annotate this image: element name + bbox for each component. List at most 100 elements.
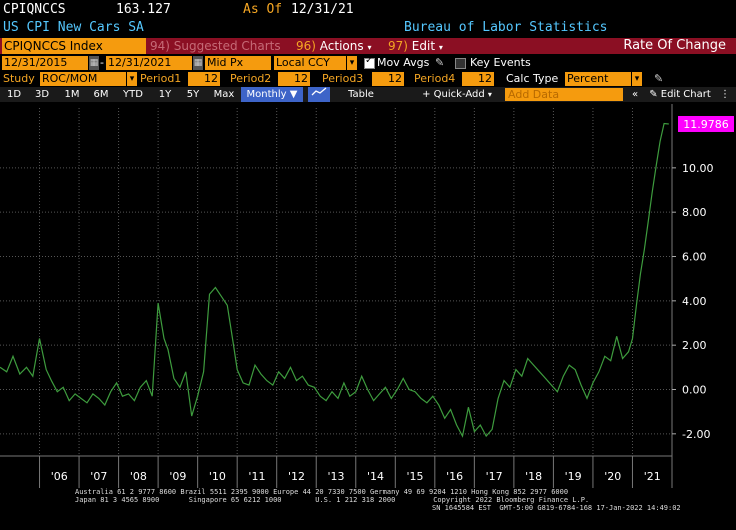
calendar-icon[interactable]: ▦ [193,56,203,70]
range-6m-button[interactable]: 6M [93,89,109,100]
x-tick-label: '11 [248,470,265,483]
key-events-checkbox[interactable] [455,58,466,69]
study-label: Study [3,72,35,85]
as-of-label: As Of [243,2,283,17]
ticker: CPIQNCCS [3,2,66,17]
x-tick-label: '06 [51,470,68,483]
x-tick-label: '20 [604,470,621,483]
study-settings-row: Study ROC/MOM ▾ Period1 12 Period2 12 Pe… [0,71,736,87]
range-1y-button[interactable]: 1Y [158,89,172,100]
actions-number: 96) [296,39,316,53]
add-data-input[interactable]: Add Data [505,88,623,101]
table-button[interactable]: Table [348,89,374,100]
period1-label: Period1 [140,72,182,85]
y-tick-label: 10.00 [682,162,714,175]
suggested-charts-label: Suggested Charts [173,39,281,53]
dropdown-arrow-icon: ▼ [289,89,298,100]
range-3d-button[interactable]: 3D [34,89,50,100]
range-ytd-button[interactable]: YTD [123,89,143,100]
study-dropdown-icon[interactable]: ▾ [127,72,137,86]
x-tick-label: '15 [407,470,424,483]
period3-label: Period3 [322,72,364,85]
frequency-label: Monthly [246,89,287,100]
edit-chart-button[interactable]: ✎ Edit Chart [645,87,715,102]
x-tick-label: '16 [446,470,463,483]
actions-menu[interactable]: 96) Actions ▾ [296,38,371,54]
pencil-icon[interactable]: ✎ [435,56,445,69]
security-description: US CPI New Cars SA [3,20,144,35]
period1-input[interactable]: 12 [188,72,220,86]
range-1m-button[interactable]: 1M [64,89,80,100]
footer-session-info: SN 1645584 EST GMT-5:00 G819-6784-168 17… [432,504,681,512]
pencil-icon[interactable]: ✎ [654,72,664,85]
roc-line-chart[interactable]: '06 '07 '08 '09 '10 '11 '12 '13 '14 '15 '16 '17 '18 '… [0,104,736,488]
y-axis: -2.00 0.00 2.00 4.00 6.00 8.00 10.00 [671,104,714,488]
chart-grid [0,108,672,456]
range-5y-button[interactable]: 5Y [186,89,200,100]
header: CPIQNCCS 163.127 As Of 12/31/21 US CPI N… [0,0,736,40]
frequency-select[interactable]: Monthly ▼ [241,87,303,102]
x-tick-label: '12 [288,470,305,483]
y-tick-label: 0.00 [682,384,707,397]
edit-number: 97) [388,39,408,53]
date-separator: - [100,56,104,69]
edit-chart-label: Edit Chart [660,89,711,100]
chart-title-rate-of-change: Rate Of Change [623,38,726,53]
last-value-label: 11.9786 [683,118,729,131]
x-tick-label: '17 [486,470,503,483]
currency-select[interactable]: Local CCY [274,56,346,70]
mov-avgs-label: Mov Avgs [377,56,430,69]
dropdown-arrow-icon: ▾ [487,90,492,99]
main-toolbar: CPIQNCCS Index 94) Suggested Charts 96) … [0,38,736,54]
collapse-toolbar-icon[interactable]: « [631,89,639,100]
y-tick-label: 4.00 [682,295,707,308]
calc-type-dropdown-icon[interactable]: ▾ [632,72,642,86]
edit-menu[interactable]: 97) Edit ▾ [388,38,443,54]
mov-avgs-checkbox[interactable] [364,55,375,69]
last-value-marker: 11.9786 [678,115,734,132]
series-line-cpi-roc [0,122,669,438]
range-toolbar: 1D 3D 1M 6M YTD 1Y 5Y Max Monthly ▼ Tabl… [0,87,736,102]
as-of-date: 12/31/21 [291,2,354,17]
y-tick-label: -2.00 [682,428,710,441]
last-price: 163.127 [116,2,171,17]
x-tick-label: '14 [367,470,384,483]
footer-contacts-line2: Japan 81 3 4565 8900 Singapore 65 6212 1… [75,496,590,504]
more-icon[interactable]: ⋮ [720,89,730,100]
price-field-select[interactable]: Mid Px [205,56,271,70]
study-select[interactable]: ROC/MOM [40,72,126,86]
last-value-badge [678,115,734,132]
range-max-button[interactable]: Max [213,89,235,100]
range-1d-button[interactable]: 1D [6,89,22,100]
line-chart-icon[interactable] [308,87,330,102]
currency-dropdown-icon[interactable]: ▾ [347,56,357,70]
footer-contacts-line1: Australia 61 2 9777 8600 Brazil 5511 239… [75,488,569,496]
quick-add-label: Quick-Add [433,89,485,100]
x-tick-label: '08 [130,470,147,483]
calc-type-select[interactable]: Percent [565,72,631,86]
actions-label: Actions [319,39,364,53]
period2-input[interactable]: 12 [278,72,310,86]
end-date-input[interactable]: 12/31/2021 [106,56,192,70]
start-date-input[interactable]: 12/31/2015 [2,56,88,70]
security-input[interactable]: CPIQNCCS Index [2,38,146,54]
suggested-charts-number: 94) [150,39,170,53]
period4-input[interactable]: 12 [462,72,494,86]
data-source: Bureau of Labor Statistics [404,20,608,35]
period3-input[interactable]: 12 [372,72,404,86]
x-tick-label: '21 [644,470,661,483]
edit-label: Edit [411,39,436,53]
x-tick-label: '10 [209,470,226,483]
suggested-charts-button[interactable]: 94) Suggested Charts [150,38,281,54]
y-tick-label: 6.00 [682,251,707,264]
date-settings-row: 12/31/2015 ▦ - 12/31/2021 ▦ Mid Px Local… [0,55,736,71]
quick-add-menu[interactable]: + Quick-Add ▾ [412,87,502,102]
dropdown-arrow-icon: ▾ [438,43,443,52]
x-axis: '06 '07 '08 '09 '10 '11 '12 '13 '14 '15 '16 '17 '18 '… [0,455,673,488]
dropdown-arrow-icon: ▾ [367,43,372,52]
x-tick-label: '13 [327,470,344,483]
calendar-icon[interactable]: ▦ [89,56,99,70]
period2-label: Period2 [230,72,272,85]
period4-label: Period4 [414,72,456,85]
calc-type-label: Calc Type [506,72,559,85]
